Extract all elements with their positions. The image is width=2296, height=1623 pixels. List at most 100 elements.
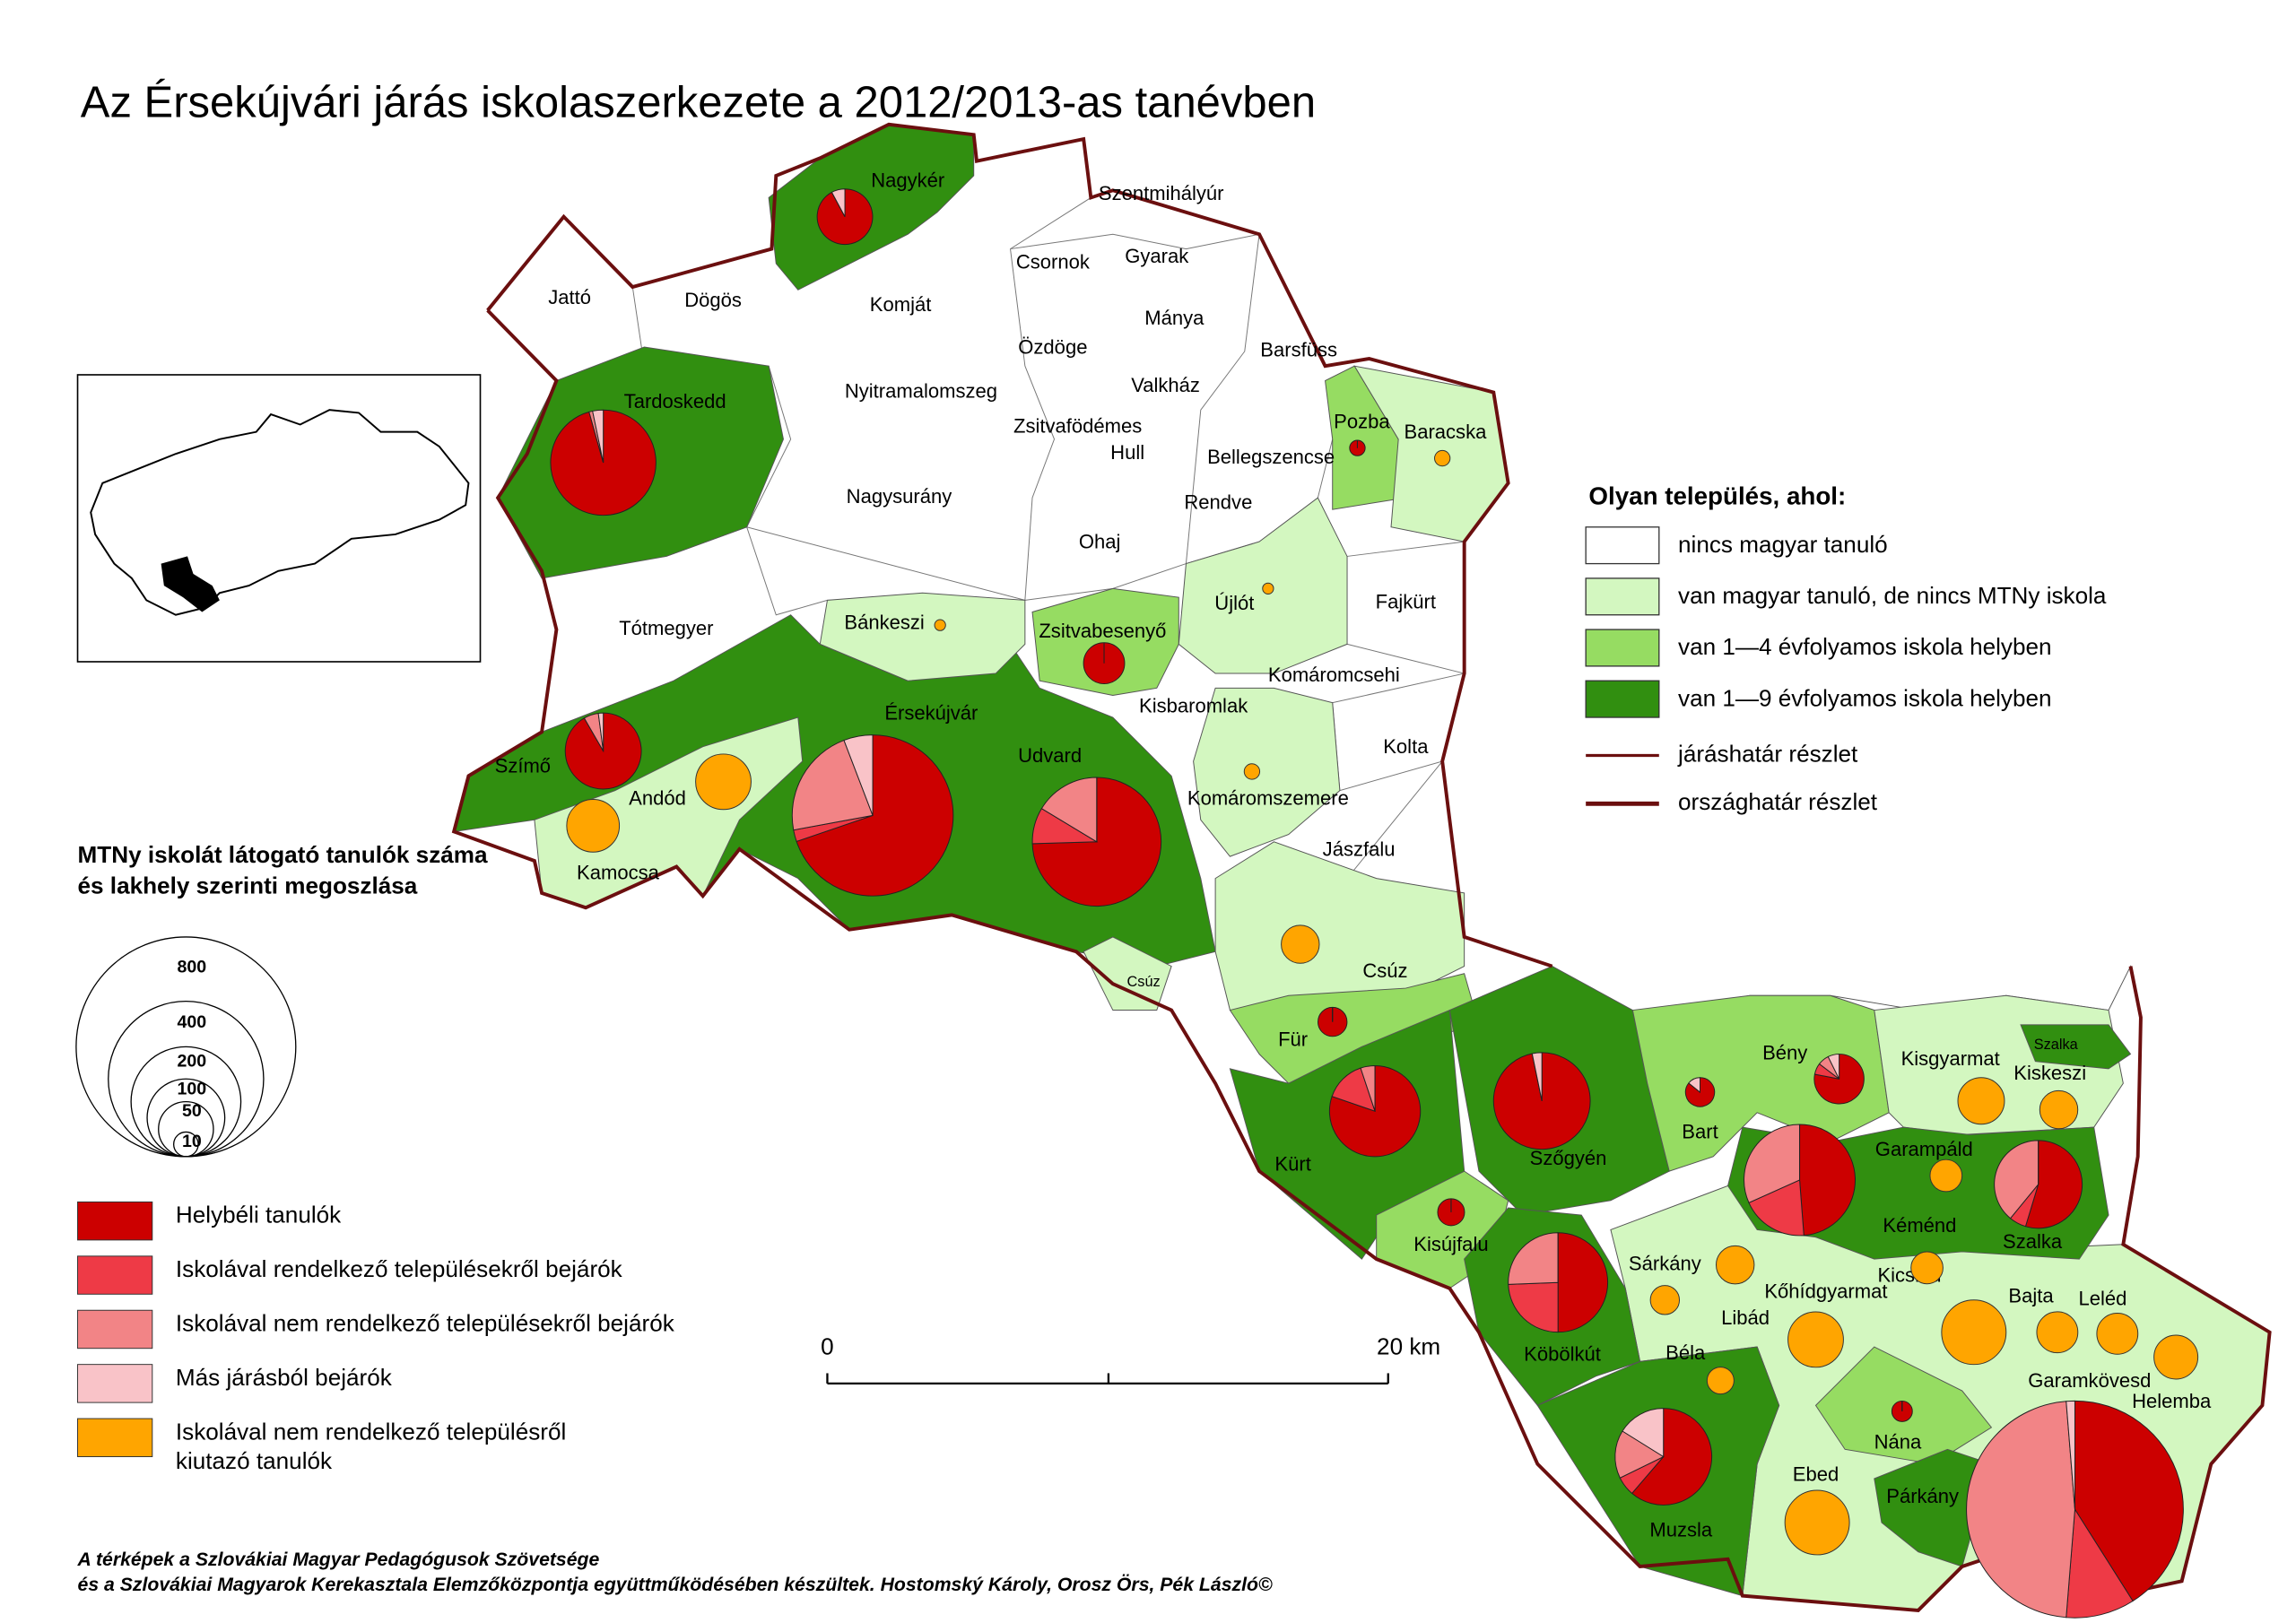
legend-swatch — [1585, 526, 1660, 565]
outgoing-circle — [1262, 582, 1274, 595]
place-label: Garampáld — [1875, 1138, 1973, 1160]
place-label: Baracska — [1405, 421, 1488, 443]
legend-label: van magyar tanuló, de nincs MTNy iskola — [1678, 582, 2107, 609]
legend-swatch — [1585, 629, 1660, 667]
size-legend-title: és lakhely szerinti megoszlása — [78, 872, 418, 898]
place-label: Kisújfalu — [1413, 1233, 1488, 1255]
pie-slice — [1508, 1232, 1559, 1285]
legend-swatch — [77, 1309, 153, 1350]
place-labels: Jattó Dögös Komját Nagykér Szentmihályúr Csor… — [495, 169, 2212, 1541]
pie-slice — [1631, 1408, 1713, 1506]
place-label: Szentmihályúr — [1099, 182, 1224, 204]
pie-slice — [2066, 1400, 2075, 1510]
place-label: Csúz — [1127, 974, 1161, 990]
legend-label: országhatár részlet — [1678, 788, 1878, 815]
outgoing-circle — [934, 619, 946, 631]
legend-label: van 1—9 évfolyamos iskola helyben — [1678, 684, 2052, 711]
place-label: Bény — [1762, 1041, 1807, 1063]
legend-label: Iskolával nem rendelkező településekről … — [176, 1309, 675, 1336]
place-label: Özdöge — [1018, 335, 1087, 358]
size-legend-label: 400 — [178, 1012, 207, 1032]
map-title: Az Érsekújvári járás iskolaszerkezete a … — [81, 79, 1316, 127]
outgoing-circle — [1281, 924, 1320, 964]
place-label: Jászfalu — [1323, 838, 1396, 860]
legend-title: Olyan település, ahol: — [1588, 482, 1846, 509]
legend-swatch — [1585, 577, 1660, 616]
place-label: Komáromszemere — [1187, 786, 1349, 809]
place-label: Kiskeszi — [2013, 1062, 2086, 1084]
pie-slice — [1531, 1052, 1543, 1101]
place-label: Jattó — [548, 286, 591, 308]
place-label: Nagysurány — [847, 485, 952, 508]
outgoing-circle — [566, 798, 621, 853]
place-label: Kisbaromlak — [1139, 694, 1248, 716]
district-locator — [161, 556, 220, 612]
place-label: Libád — [1721, 1306, 1770, 1329]
legend-swatch — [1585, 680, 1660, 718]
legend-label: Más járásból bejárók — [176, 1364, 393, 1391]
outgoing-circle — [2039, 1089, 2079, 1130]
outgoing-circle — [1910, 1251, 1944, 1285]
place-label: Nyitramalomszeg — [845, 379, 997, 402]
size-legend-title: MTNy iskolát látogató tanulók száma — [78, 841, 488, 868]
place-label: Kürt — [1274, 1152, 1310, 1175]
pie-slice — [1799, 1124, 1856, 1237]
legend: Olyan település, ahol: nincs magyar tanul… — [75, 482, 2107, 1595]
outgoing-circle — [1784, 1489, 1850, 1556]
pie-slice — [1328, 1065, 1422, 1158]
outgoing-circle — [1957, 1077, 2005, 1125]
place-label: Nagykér — [871, 169, 944, 191]
inset-map — [76, 374, 482, 663]
place-label: Zsitvafödémes — [1013, 415, 1142, 438]
pie-slice — [2074, 1400, 2184, 1602]
place-label: Tardoskedd — [624, 390, 726, 412]
place-label: Béla — [1665, 1341, 1706, 1364]
pie-slice — [597, 712, 604, 751]
outgoing-circle — [1706, 1367, 1735, 1395]
outgoing-circle — [1243, 763, 1261, 780]
place-label: Komját — [870, 293, 932, 316]
place-label: Sárkány — [1629, 1252, 1701, 1274]
legend-label: Iskolával nem rendelkező településről — [176, 1418, 566, 1445]
place-label: Szímő — [495, 754, 551, 777]
outgoing-circle — [2036, 1311, 2079, 1354]
pie-slice — [1360, 1065, 1376, 1112]
place-label: Párkány — [1886, 1485, 1959, 1507]
outgoing-circle — [1649, 1285, 1681, 1315]
legend-swatch — [77, 1255, 153, 1295]
pie-slice — [796, 734, 954, 897]
legend-label: van 1—4 évfolyamos iskola helyben — [1678, 633, 2052, 660]
pie-slice — [2024, 1140, 2083, 1229]
place-label: Rendve — [1184, 490, 1252, 513]
scale-label: 0 — [821, 1333, 834, 1360]
outgoing-circle — [1434, 449, 1451, 467]
place-label: Helemba — [2132, 1390, 2212, 1412]
legend-label: járáshatár részlet — [1677, 740, 1858, 767]
place-label: Valkház — [1131, 374, 1200, 396]
outgoing-circle — [2096, 1312, 2139, 1355]
place-label: Érsekújvár — [884, 702, 978, 725]
pie-slice — [592, 409, 604, 464]
place-label: Muzsla — [1649, 1519, 1713, 1541]
place-label: Bánkeszi — [844, 611, 924, 633]
place-label: Csornok — [1016, 251, 1091, 273]
pie-slice — [1040, 777, 1098, 843]
outgoing-circle — [2153, 1334, 2199, 1380]
place-label: Gyarak — [1125, 245, 1189, 267]
place-label: Udvard — [1018, 744, 1082, 767]
place-label: Csúz — [1362, 959, 1407, 982]
place-label: Szalka — [2003, 1230, 2063, 1253]
size-legend-label: 200 — [178, 1052, 207, 1072]
pie-slice — [1744, 1124, 1801, 1203]
size-legend-label: 50 — [182, 1101, 202, 1121]
place-label: Dögös — [684, 289, 742, 311]
place-label: Szalka — [2034, 1037, 2079, 1053]
pie-slice — [2066, 1507, 2134, 1619]
place-label: Újlót — [1214, 592, 1254, 614]
pie-slice — [1966, 1401, 2075, 1619]
place-label: Ohaj — [1079, 531, 1121, 553]
pie-slice — [831, 188, 846, 217]
legend-label: nincs magyar tanuló — [1678, 531, 1888, 558]
place-label: Kisgyarmat — [1901, 1047, 2000, 1070]
